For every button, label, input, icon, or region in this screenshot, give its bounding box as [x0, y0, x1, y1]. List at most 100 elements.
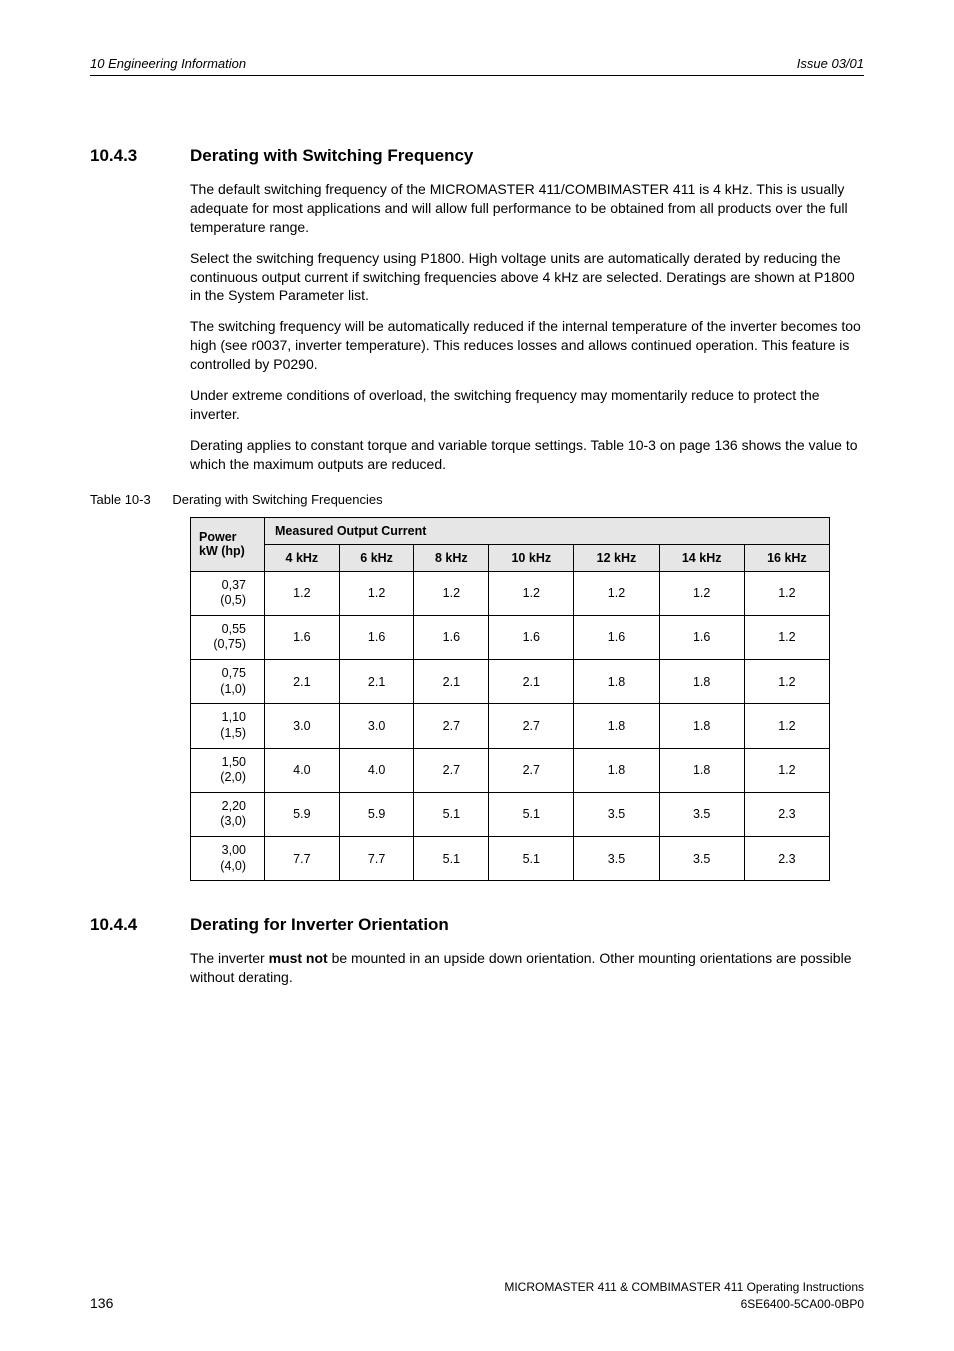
table-cell-power: 0,37(0,5)	[191, 571, 265, 615]
text: The inverter	[190, 950, 269, 966]
table-cell: 2.3	[744, 792, 829, 836]
table-column-header: 14 kHz	[659, 544, 744, 571]
table-cell: 1.6	[489, 615, 574, 659]
header-right: Issue 03/01	[797, 56, 864, 71]
table-cell: 2.7	[489, 748, 574, 792]
table-cell: 1.2	[744, 748, 829, 792]
section-number: 10.4.3	[90, 146, 190, 166]
table-cell: 1.6	[265, 615, 340, 659]
text-bold: must not	[269, 950, 328, 966]
footer-line: 6SE6400-5CA00-0BP0	[741, 1297, 864, 1311]
table-cell: 3.5	[659, 792, 744, 836]
table-cell: 2.7	[489, 704, 574, 748]
table-cell: 2.7	[414, 748, 489, 792]
table-cell: 1.2	[265, 571, 340, 615]
table-column-header: 8 kHz	[414, 544, 489, 571]
table-cell: 2.1	[414, 660, 489, 704]
paragraph: Select the switching frequency using P18…	[190, 249, 864, 306]
table-cell-power: 0,55(0,75)	[191, 615, 265, 659]
table-column-header: 10 kHz	[489, 544, 574, 571]
table-cell: 2.1	[339, 660, 414, 704]
table-cell-power: 3,00(4,0)	[191, 837, 265, 881]
table-cell: 5.9	[265, 792, 340, 836]
table-row: 0,55(0,75)1.61.61.61.61.61.61.2	[191, 615, 830, 659]
section-title: Derating with Switching Frequency	[190, 146, 473, 166]
table-cell: 1.2	[744, 660, 829, 704]
table-cell: 1.2	[744, 571, 829, 615]
table-cell: 5.1	[489, 792, 574, 836]
table-cell: 3.0	[339, 704, 414, 748]
header-left: 10 Engineering Information	[90, 56, 246, 71]
table-cell: 7.7	[339, 837, 414, 881]
table-cell: 1.2	[339, 571, 414, 615]
table-cell: 4.0	[339, 748, 414, 792]
table-cell: 5.1	[414, 792, 489, 836]
table-cell: 1.6	[659, 615, 744, 659]
table-cell-power: 0,75(1,0)	[191, 660, 265, 704]
footer-line: MICROMASTER 411 & COMBIMASTER 411 Operat…	[90, 1279, 864, 1295]
table-column-header: 4 kHz	[265, 544, 340, 571]
table-header-text: kW (hp)	[199, 544, 245, 558]
section-10-4-4-heading: 10.4.4 Derating for Inverter Orientation	[90, 915, 864, 935]
table-row: 2,20(3,0)5.95.95.15.13.53.52.3	[191, 792, 830, 836]
section-number: 10.4.4	[90, 915, 190, 935]
page-footer: MICROMASTER 411 & COMBIMASTER 411 Operat…	[90, 1279, 864, 1311]
table-cell: 3.5	[659, 837, 744, 881]
table-cell: 4.0	[265, 748, 340, 792]
table-row: 3,00(4,0)7.77.75.15.13.53.52.3	[191, 837, 830, 881]
table-caption-label: Table 10-3	[90, 492, 151, 507]
table-cell: 5.9	[339, 792, 414, 836]
section-title: Derating for Inverter Orientation	[190, 915, 449, 935]
table-caption: Table 10-3 Derating with Switching Frequ…	[90, 492, 864, 507]
table-cell: 1.8	[659, 660, 744, 704]
paragraph: Derating applies to constant torque and …	[190, 436, 864, 474]
table-cell-power: 2,20(3,0)	[191, 792, 265, 836]
table-cell: 2.3	[744, 837, 829, 881]
table-header-measured: Measured Output Current	[265, 517, 830, 544]
table-row: 1,10(1,5)3.03.02.72.71.81.81.2	[191, 704, 830, 748]
table-cell: 1.8	[574, 748, 659, 792]
table-cell: 1.8	[574, 660, 659, 704]
table-cell: 2.1	[489, 660, 574, 704]
table-cell: 1.2	[744, 615, 829, 659]
table-cell: 5.1	[414, 837, 489, 881]
table-cell: 3.0	[265, 704, 340, 748]
table-cell: 1.6	[414, 615, 489, 659]
page-number: 136	[90, 1295, 113, 1311]
page-header: 10 Engineering Information Issue 03/01	[90, 56, 864, 76]
paragraph: Under extreme conditions of overload, th…	[190, 386, 864, 424]
derating-table: Power kW (hp) Measured Output Current 4 …	[190, 517, 830, 882]
table-cell: 1.6	[339, 615, 414, 659]
table-caption-text: Derating with Switching Frequencies	[172, 492, 382, 507]
section-10-4-3-heading: 10.4.3 Derating with Switching Frequency	[90, 146, 864, 166]
table-cell: 1.2	[744, 704, 829, 748]
paragraph: The default switching frequency of the M…	[190, 180, 864, 237]
table-cell: 2.1	[265, 660, 340, 704]
table-cell: 3.5	[574, 792, 659, 836]
table-cell: 1.2	[574, 571, 659, 615]
paragraph: The switching frequency will be automati…	[190, 317, 864, 374]
table-header-power: Power kW (hp)	[191, 517, 265, 571]
table-row: 0,37(0,5)1.21.21.21.21.21.21.2	[191, 571, 830, 615]
table-column-header: 12 kHz	[574, 544, 659, 571]
table-cell: 1.2	[489, 571, 574, 615]
table-cell: 1.6	[574, 615, 659, 659]
table-cell: 2.7	[414, 704, 489, 748]
table-cell-power: 1,50(2,0)	[191, 748, 265, 792]
table-header-text: Power	[199, 530, 237, 544]
table-column-header: 16 kHz	[744, 544, 829, 571]
table-cell: 1.8	[659, 704, 744, 748]
table-row: 0,75(1,0)2.12.12.12.11.81.81.2	[191, 660, 830, 704]
table-cell: 1.2	[659, 571, 744, 615]
paragraph: The inverter must not be mounted in an u…	[190, 949, 864, 987]
table-cell: 5.1	[489, 837, 574, 881]
table-cell: 1.8	[574, 704, 659, 748]
table-column-header: 6 kHz	[339, 544, 414, 571]
table-cell: 3.5	[574, 837, 659, 881]
table-cell: 1.2	[414, 571, 489, 615]
table-cell: 7.7	[265, 837, 340, 881]
footer-right: MICROMASTER 411 & COMBIMASTER 411 Operat…	[90, 1279, 864, 1295]
table-row: 1,50(2,0)4.04.02.72.71.81.81.2	[191, 748, 830, 792]
table-cell: 1.8	[659, 748, 744, 792]
table-cell-power: 1,10(1,5)	[191, 704, 265, 748]
